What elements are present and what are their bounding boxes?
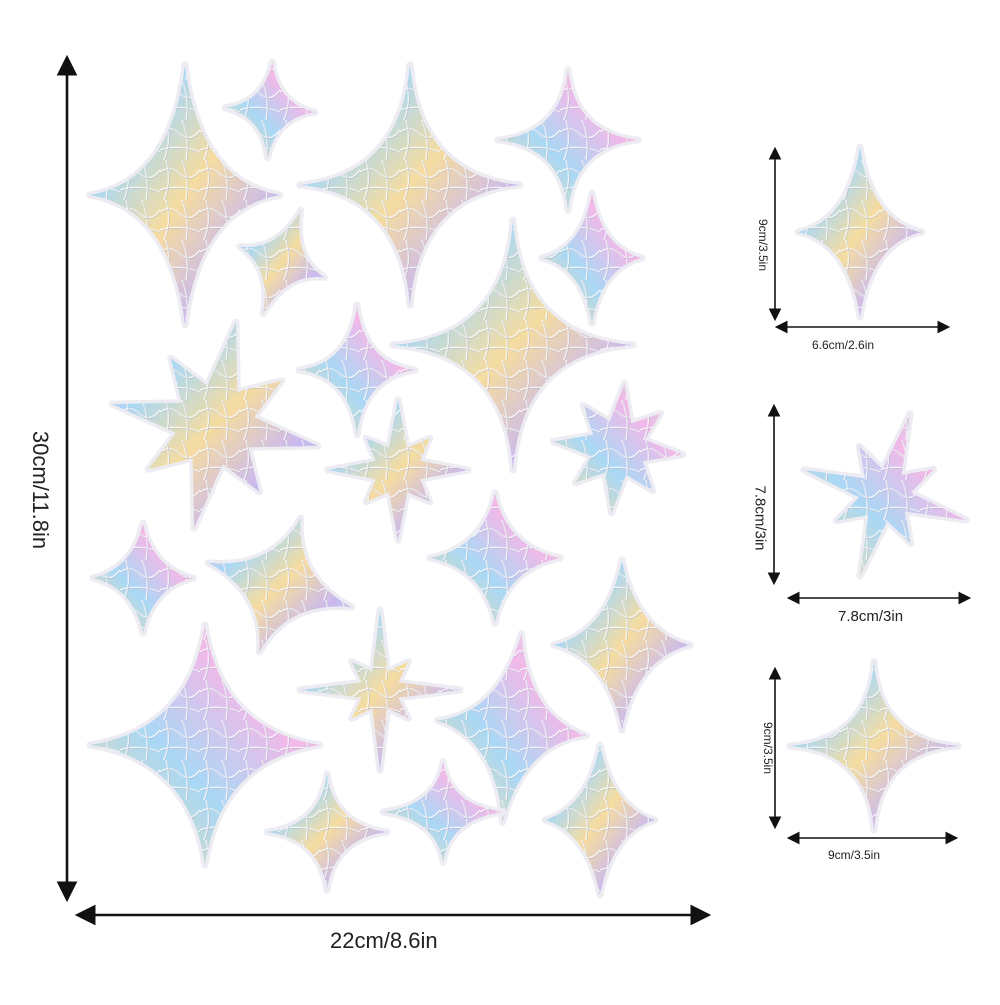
holographic-star-sticker [433,630,591,826]
sticker-crack-pattern [553,383,683,513]
holographic-star-sticker [86,621,324,869]
sticker-crack-pattern [383,762,503,862]
sticker-1-width-label: 6.6cm/2.6in [812,338,875,352]
holographic-star-sticker [263,770,391,894]
sticker-crack-pattern [225,62,315,158]
holographic-star-sticker [204,514,356,656]
holographic-star-sticker [296,606,464,774]
holographic-star-sticker [786,658,962,834]
sticker-crack-pattern [267,774,387,890]
sticker-crack-pattern [239,210,325,314]
sticker-crack-pattern [299,305,415,435]
holographic-star-sticker [89,519,197,637]
holographic-stars [86,58,970,899]
sticker-crack-pattern [208,518,352,652]
sticker-crack-pattern [437,633,587,823]
holographic-star-sticker [800,410,970,580]
holographic-star-sticker [86,61,284,329]
holographic-star-sticker [794,143,926,321]
holographic-star-sticker [296,61,524,309]
sticker-crack-pattern [798,147,922,317]
holographic-star-sticker [549,379,687,517]
sticker-1-height-label: 9cm/3.5in [756,218,770,272]
holographic-star-sticker [550,556,694,734]
sticker-crack-pattern [430,493,560,623]
sticker-crack-pattern [300,610,460,770]
holographic-star-sticker [108,318,322,532]
sticker-crack-pattern [393,220,633,470]
sticker-3-height-label: 9cm/3.5in [761,721,775,775]
sticker-crack-pattern [803,413,967,577]
holographic-star-sticker [541,741,659,899]
dimension-arrows [56,54,972,926]
holographic-star-sticker [236,206,328,318]
sticker-crack-pattern [790,662,958,830]
holographic-star-sticker [389,216,637,474]
sticker-crack-pattern [545,745,655,895]
holographic-star-sticker [494,66,642,214]
sticker-crack-pattern [328,400,468,540]
sheet-height-label: 30cm/11.8in [28,430,53,550]
sticker-2-height-label: 7.8cm/3in [751,485,769,551]
sticker-crack-pattern [90,625,320,865]
holographic-star-sticker [379,758,507,866]
sticker-2-width-label: 7.8cm/3in [838,608,904,625]
sheet-width-label: 22cm/8.6in [330,928,438,953]
sticker-3-width-label: 9cm/3.5in [828,848,881,862]
sticker-crack-pattern [93,523,193,633]
holographic-star-sticker [538,189,646,327]
holographic-star-sticker [426,489,564,627]
sticker-crack-pattern [300,65,520,305]
holographic-star-sticker [295,301,419,439]
holographic-star-sticker [324,396,472,544]
sticker-crack-pattern [112,322,318,528]
sticker-crack-pattern [90,65,280,325]
sticker-crack-pattern [498,70,638,210]
holographic-star-sticker [221,58,319,162]
sticker-crack-pattern [542,193,642,323]
sticker-crack-pattern [554,560,690,730]
